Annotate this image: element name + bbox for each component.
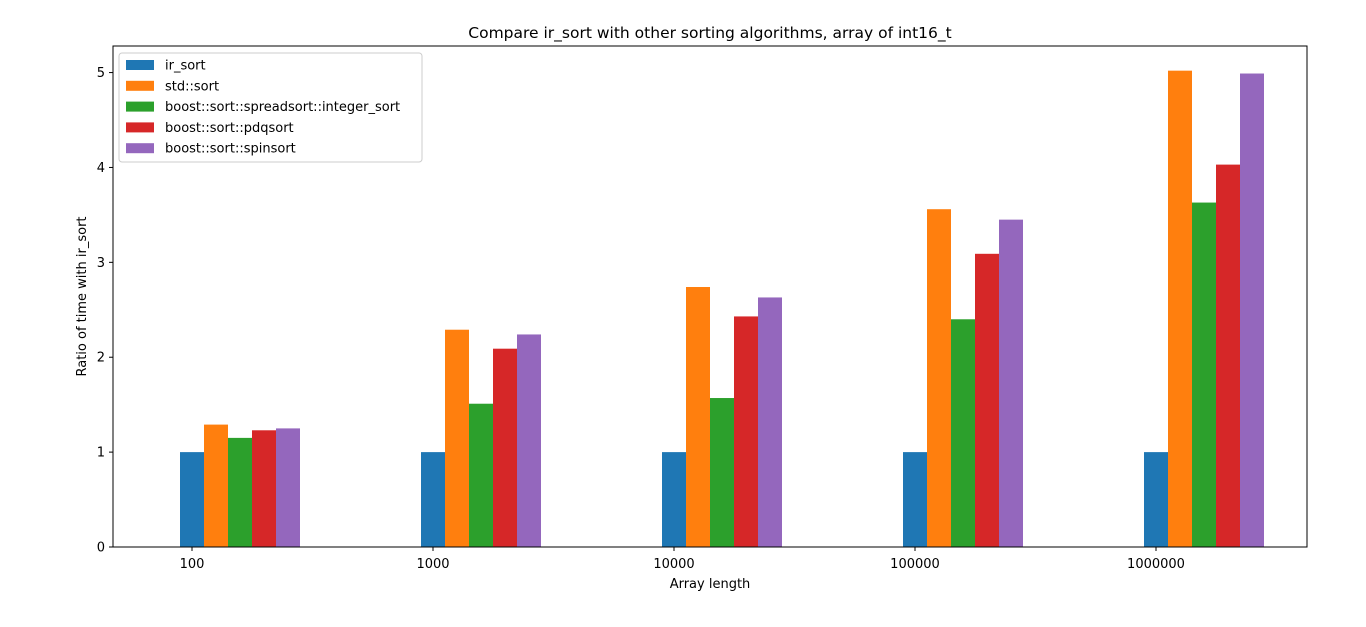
bars-layer: [180, 70, 1264, 548]
y-tick-label: 4: [97, 161, 105, 176]
bar: [927, 209, 951, 548]
legend-swatch: [126, 60, 154, 70]
y-axis-ticks: 0 1 2 3 4 5: [97, 66, 113, 556]
bar: [1168, 70, 1192, 547]
bar: [517, 334, 541, 547]
legend: ir_sortstd::sortboost::sort::spreadsort:…: [118, 52, 423, 163]
x-tick-label: 10000: [653, 557, 694, 572]
bar: [662, 452, 686, 547]
legend-swatch: [126, 101, 154, 112]
bar: [903, 452, 927, 547]
y-tick-label: 5: [97, 66, 105, 81]
x-axis-ticks: 100 1000 10000 100000 1000000: [180, 547, 1185, 572]
x-axis-label: Array length: [670, 577, 751, 592]
bar: [758, 297, 782, 547]
bar: [1144, 452, 1168, 547]
y-tick-label: 3: [97, 256, 105, 271]
bar: [1216, 164, 1240, 547]
y-tick-label: 2: [97, 351, 105, 366]
plot-frame: [112, 45, 1308, 548]
bar: [1240, 73, 1264, 548]
bar: [204, 424, 228, 547]
bar: [252, 430, 276, 547]
bar: [276, 428, 300, 547]
legend-swatch: [126, 122, 154, 133]
x-tick-label: 100: [180, 557, 205, 572]
x-tick-label: 1000000: [1127, 557, 1185, 572]
legend-label: boost::sort::spinsort: [165, 142, 296, 157]
legend-swatch: [126, 143, 154, 154]
bar: [686, 287, 710, 547]
bar: [421, 452, 445, 547]
legend-swatch: [126, 80, 154, 91]
y-tick-label: 1: [97, 446, 105, 461]
bar: [975, 253, 999, 547]
y-tick-label: 0: [97, 541, 105, 556]
bar: [469, 403, 493, 547]
legend-label: boost::sort::spreadsort::integer_sort: [165, 100, 400, 115]
legend-label: boost::sort::pdqsort: [165, 121, 294, 136]
bar: [445, 329, 469, 547]
bar: [951, 319, 975, 547]
bar: [493, 348, 517, 547]
legend-box: [118, 52, 423, 163]
bar: [999, 219, 1023, 548]
legend-label: std::sort: [165, 79, 219, 94]
y-axis-label: Ratio of time with ir_sort: [75, 216, 90, 376]
legend-label: ir_sort: [165, 59, 206, 74]
bar: [180, 452, 204, 547]
bar: [1192, 202, 1216, 547]
bar: [734, 316, 758, 547]
bar: [710, 398, 734, 547]
x-tick-label: 1000: [416, 557, 449, 572]
bar: [228, 437, 252, 547]
x-tick-label: 100000: [890, 557, 940, 572]
chart-title: Compare ir_sort with other sorting algor…: [468, 24, 951, 43]
